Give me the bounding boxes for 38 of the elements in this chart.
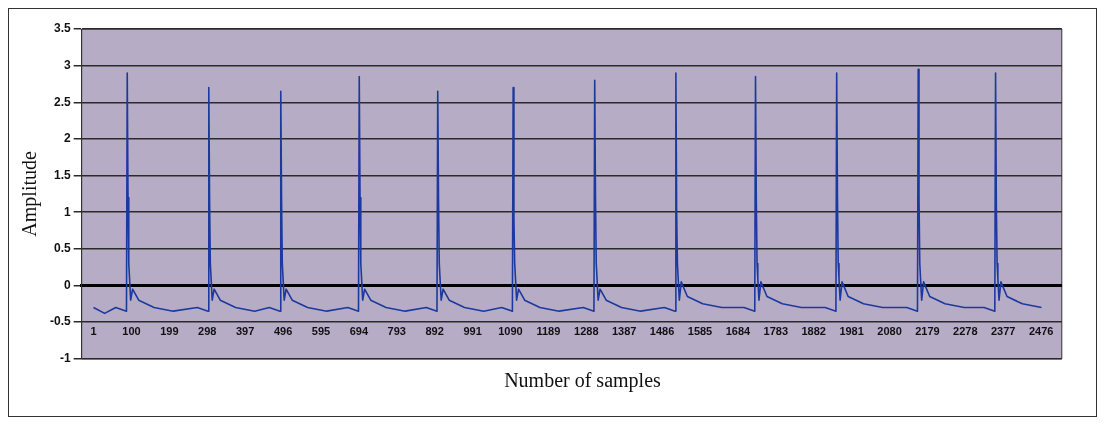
y-axis-title: Amplitude — [18, 151, 42, 237]
x-tick-label: 1585 — [687, 325, 713, 338]
y-tick-label: -0.5 — [49, 314, 71, 329]
x-axis-title: Number of samples — [503, 369, 662, 392]
y-tick-label: 1 — [63, 204, 71, 219]
x-tick-label: 2377 — [990, 325, 1016, 338]
x-tick-label: 100 — [122, 325, 141, 338]
x-tick-label: 2179 — [915, 325, 940, 338]
x-tick-label: 595 — [311, 325, 331, 338]
x-tick-label: 1288 — [574, 325, 599, 338]
x-tick-label: 1981 — [839, 325, 864, 338]
x-tick-label: 397 — [235, 325, 255, 338]
x-tick-label: 2278 — [953, 325, 978, 338]
x-tick-label: 1090 — [498, 325, 523, 338]
y-tick-label: 0.5 — [53, 241, 71, 256]
y-tick-label: 2 — [63, 131, 71, 146]
y-tick-label: -1 — [60, 351, 71, 366]
x-tick-label: 2476 — [1028, 325, 1054, 338]
x-tick-label: 1189 — [536, 325, 561, 338]
y-tick-label: 3 — [63, 57, 71, 72]
x-tick-label: 199 — [160, 325, 179, 338]
x-tick-label: 991 — [463, 325, 482, 338]
x-tick-label: 1882 — [801, 325, 826, 338]
x-tick-label: 892 — [425, 325, 444, 338]
x-tick-label: 1387 — [611, 325, 637, 338]
y-tick-label: 1.5 — [53, 167, 71, 182]
x-tick-label: 298 — [198, 325, 217, 338]
x-tick-label: 1684 — [725, 325, 752, 338]
y-tick-label: 0 — [63, 277, 71, 292]
x-tick-label: 1783 — [763, 325, 789, 338]
x-tick-label: 2080 — [877, 325, 902, 338]
x-tick-label: 1 — [90, 325, 97, 338]
x-tick-label: 793 — [387, 325, 406, 338]
x-tick-label: 1486 — [649, 325, 675, 338]
x-tick-label: 694 — [349, 325, 369, 338]
y-tick-label: 2.5 — [53, 94, 71, 109]
y-tick-label: 3.5 — [53, 21, 71, 36]
x-tick-label: 496 — [273, 325, 293, 338]
